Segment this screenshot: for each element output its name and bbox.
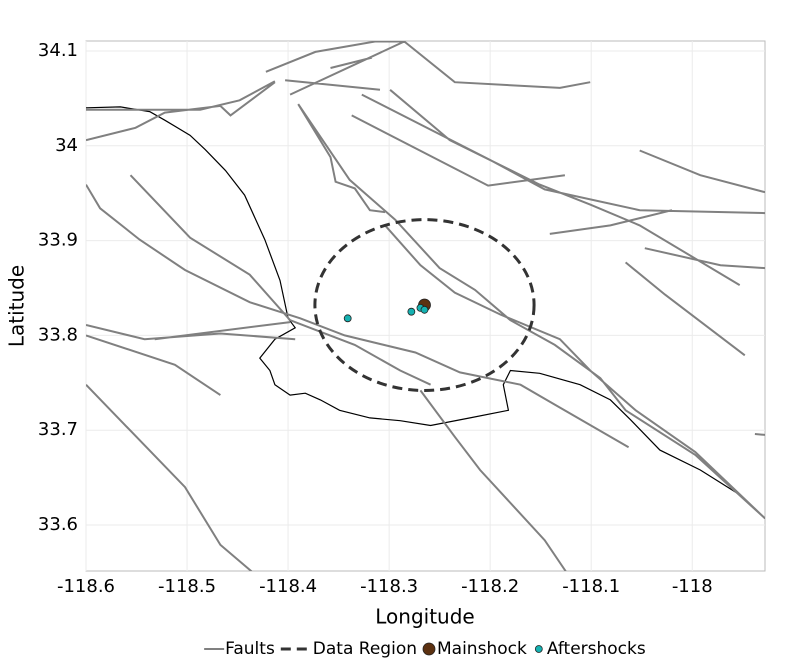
legend-swatch	[422, 642, 436, 656]
x-tick-label: -118.1	[562, 576, 620, 597]
point	[343, 314, 352, 323]
legend-label: Mainshock	[437, 639, 527, 659]
y-tick-label: 33.9	[38, 230, 78, 251]
legend-label: Data Region	[313, 639, 417, 659]
y-tick-label: 34.1	[38, 40, 78, 61]
coastline	[86, 106, 765, 519]
y-axis-label: Latitude	[5, 265, 29, 347]
legend-swatch	[534, 645, 543, 653]
x-tick-label: -118.2	[461, 576, 519, 597]
legend-label: Aftershocks	[547, 639, 646, 659]
y-tick-label: 33.6	[38, 514, 78, 535]
y-tick-label: 33.8	[38, 324, 78, 345]
x-tick-label: -118.6	[57, 576, 115, 597]
point	[420, 305, 429, 314]
x-tick-label: -118.5	[158, 576, 216, 597]
x-tick-label: -118	[672, 576, 713, 597]
data-region	[313, 218, 536, 392]
point	[407, 307, 416, 316]
x-tick-label: -118.4	[259, 576, 317, 597]
fault-line	[86, 41, 765, 571]
y-tick-label: 34	[55, 135, 78, 156]
legend-label: Faults	[225, 639, 275, 659]
x-tick-label: -118.3	[360, 576, 418, 597]
x-axis-label: Longitude	[375, 605, 474, 629]
y-tick-label: 33.7	[38, 419, 78, 440]
